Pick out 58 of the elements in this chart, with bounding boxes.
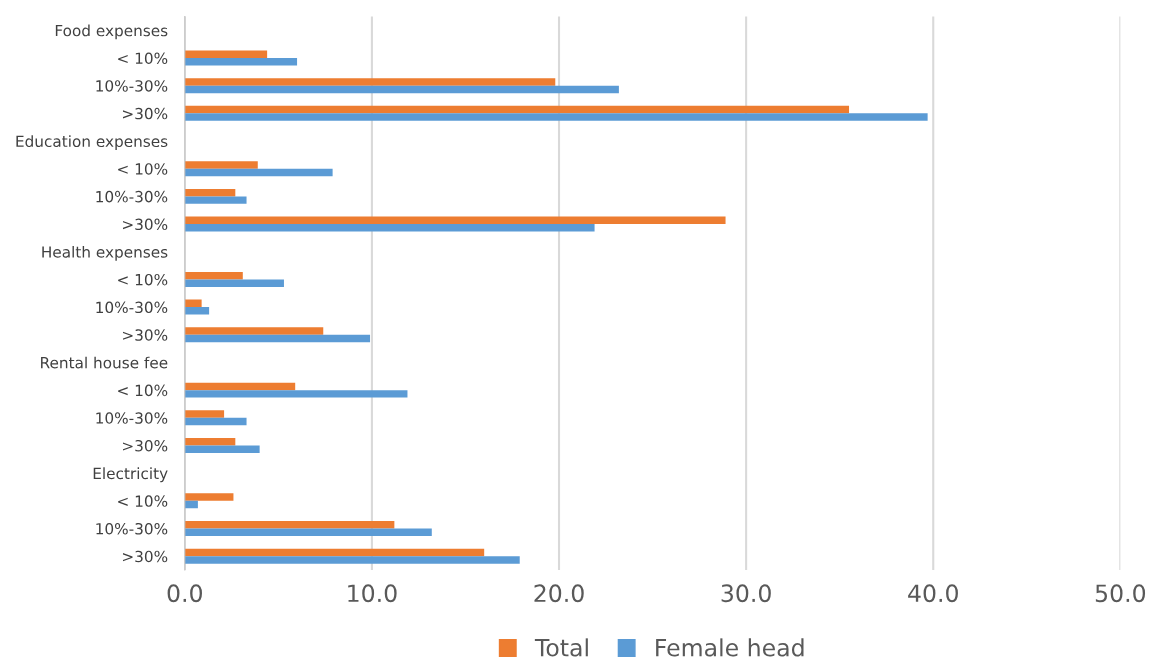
bar — [184, 493, 234, 501]
y-tick-label: 10%-30% — [96, 412, 168, 424]
y-tick-label: 10%-30% — [96, 301, 168, 314]
bar — [184, 113, 928, 121]
x-tick-label: 50.0 — [1095, 584, 1146, 603]
bar — [184, 188, 236, 197]
bar — [184, 390, 408, 398]
y-tick-label: Food expenses — [55, 24, 168, 40]
y-tick-label: < 10% — [118, 495, 168, 507]
bar — [184, 334, 371, 343]
y-tick-label: 10%-30% — [96, 522, 168, 535]
y-tick-label: 10%-30% — [96, 80, 168, 92]
bar — [184, 382, 296, 391]
x-tick-label: 0.0 — [167, 584, 203, 603]
x-tick-label: 20.0 — [534, 584, 584, 603]
bar — [184, 410, 225, 418]
legend-label: Female head — [656, 638, 804, 657]
bar — [184, 528, 432, 536]
y-tick-label: >30% — [122, 329, 168, 341]
y-tick-label: >30% — [122, 107, 168, 120]
bar — [184, 216, 726, 225]
y-tick-label: Education expenses — [16, 135, 168, 151]
bar — [184, 78, 556, 86]
bar — [184, 327, 324, 335]
bar — [184, 271, 243, 280]
bar — [184, 417, 247, 426]
y-tick-label: Rental house fee — [41, 356, 168, 369]
y-tick-label: >30% — [122, 550, 168, 563]
y-tick-label: Health expenses — [42, 245, 168, 261]
bar — [184, 50, 268, 58]
bar — [184, 299, 202, 308]
bar — [184, 548, 485, 557]
x-tick-label: 30.0 — [721, 584, 771, 603]
bar — [184, 196, 247, 204]
bar — [184, 521, 395, 529]
y-tick-label: >30% — [122, 218, 168, 231]
x-tick-label: 40.0 — [908, 584, 958, 603]
y-tick-label: < 10% — [118, 52, 168, 65]
bar — [184, 105, 850, 114]
y-tick-label: >30% — [122, 439, 168, 452]
bar — [184, 161, 258, 169]
x-tick-label: 10.0 — [348, 584, 397, 603]
bar — [184, 168, 333, 177]
bar — [184, 279, 284, 287]
y-tick-label: Electricity — [93, 467, 168, 483]
bar — [184, 224, 595, 232]
y-tick-label: < 10% — [118, 384, 168, 397]
y-tick-label: < 10% — [118, 273, 168, 286]
bar — [184, 307, 210, 315]
bar — [184, 445, 260, 453]
bar — [184, 57, 298, 66]
legend-label: Total — [534, 638, 588, 657]
y-tick-label: < 10% — [118, 163, 168, 175]
bar — [184, 500, 198, 509]
bar — [184, 438, 236, 446]
y-tick-label: 10%-30% — [96, 190, 168, 203]
bar — [184, 85, 619, 94]
bar — [184, 556, 520, 564]
